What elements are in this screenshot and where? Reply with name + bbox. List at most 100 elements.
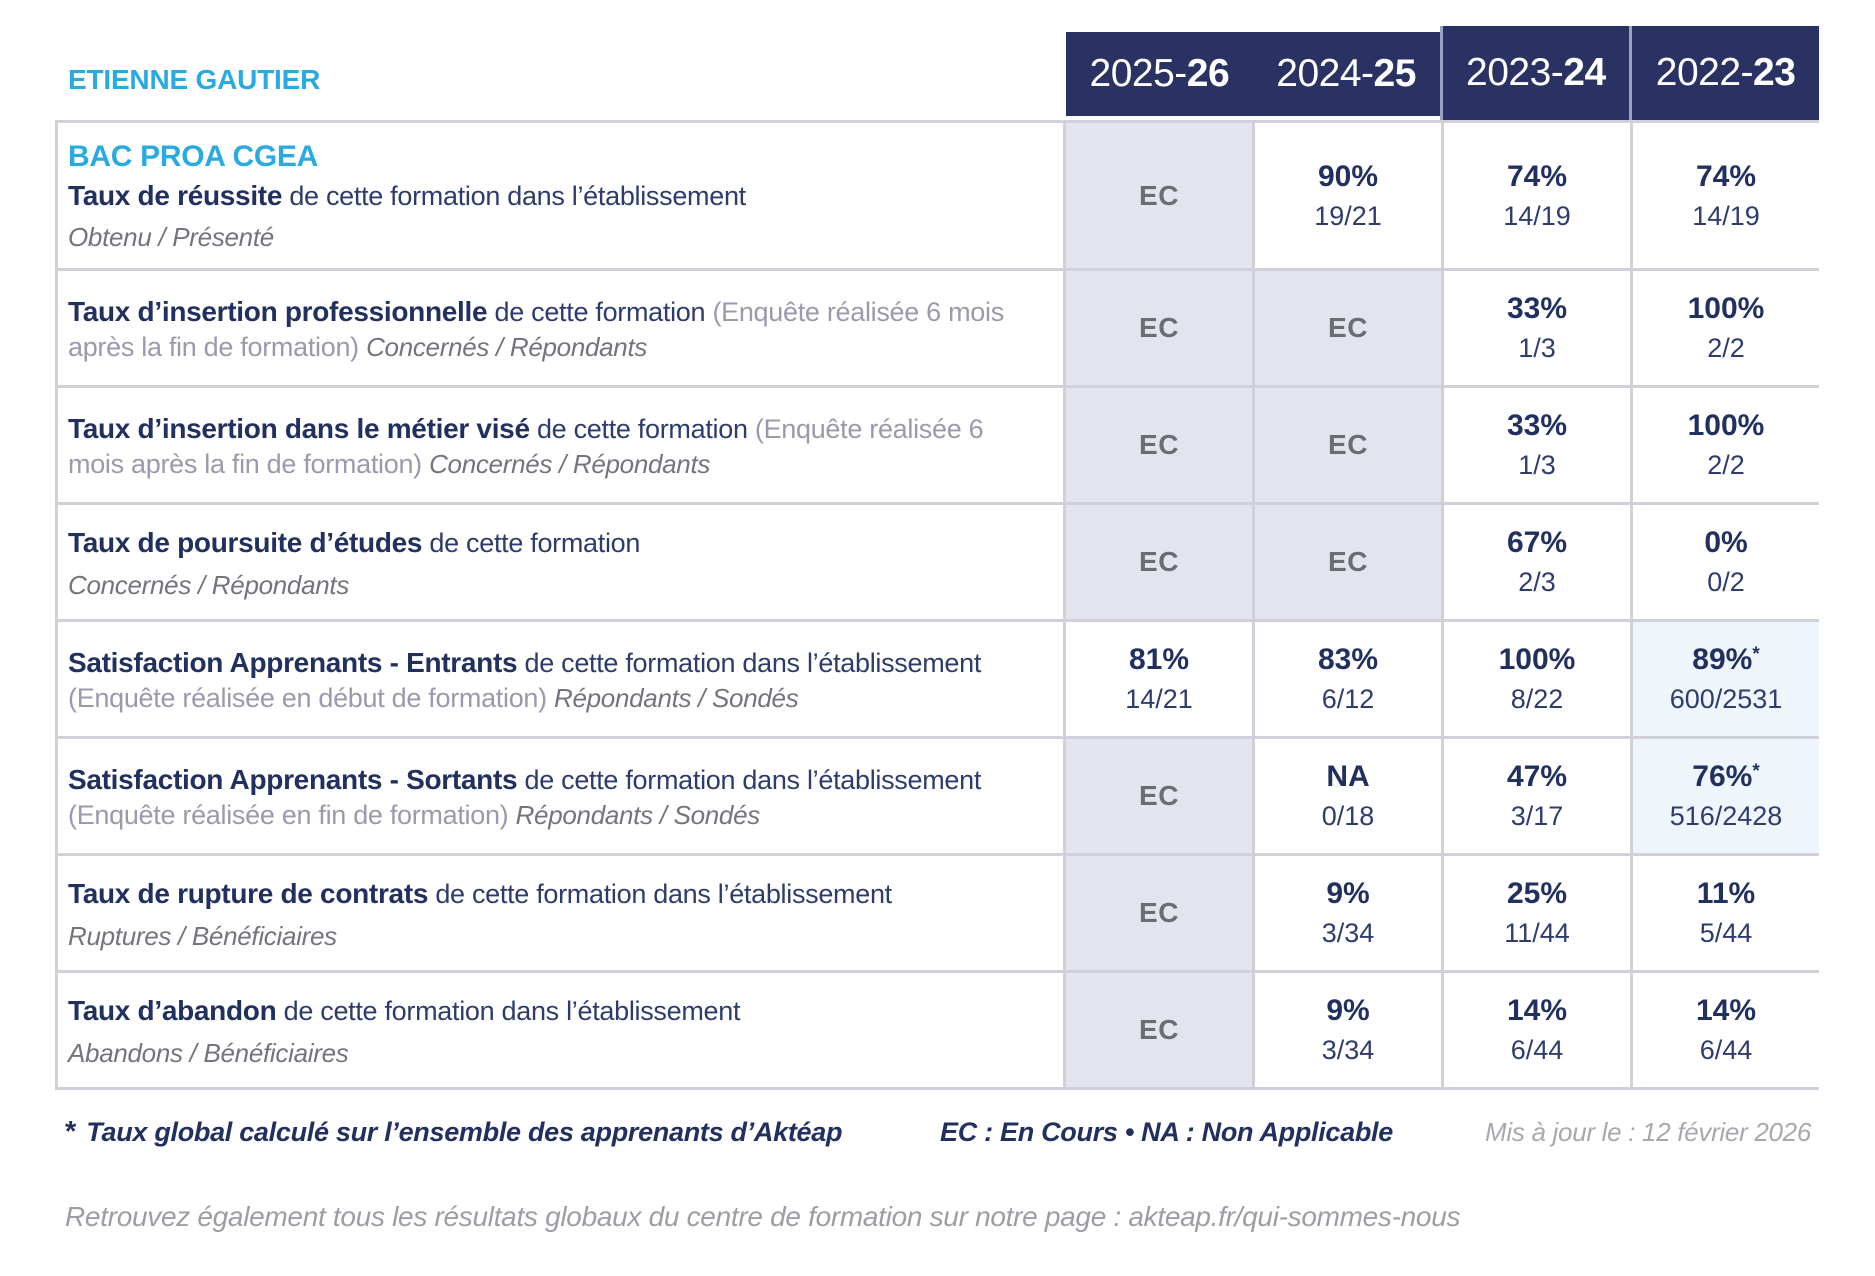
row-ratio-caption: Ruptures / Bénéficiaires xyxy=(68,920,337,951)
value-cell: 14% 6/44 xyxy=(1633,973,1819,1087)
row-survey-note: (Enquête réalisée en début de formation) xyxy=(68,682,547,713)
value-cell: 90% 19/21 xyxy=(1255,123,1441,268)
value-fraction: 516/2428 xyxy=(1669,801,1783,831)
value-cell: 0% 0/2 xyxy=(1633,505,1819,619)
results-sheet: ETIENNE GAUTIER 2025- 26 2024- 25 2023- 24 … xyxy=(55,26,1819,1233)
row-label: Taux d’insertion dans le métier visé de … xyxy=(58,388,1063,502)
value-cell: 9% 3/34 xyxy=(1255,856,1441,970)
row-ratio-caption: Répondants / Sondés xyxy=(515,799,761,830)
value-fraction: 8/22 xyxy=(1510,684,1564,714)
value-cell: EC xyxy=(1066,856,1252,970)
year-start: 2024- xyxy=(1276,52,1374,95)
value-cell: 67% 2/3 xyxy=(1444,505,1630,619)
row-label: Taux de rupture de contrats de cette for… xyxy=(58,856,1063,970)
value-fraction: 1/3 xyxy=(1518,333,1556,363)
row-title: Taux d’abandon xyxy=(68,995,277,1027)
row-desc: de cette formation dans l’établissement xyxy=(524,647,982,678)
year-end: 26 xyxy=(1186,52,1230,95)
value-fraction: 3/34 xyxy=(1321,1035,1375,1065)
year-end: 25 xyxy=(1373,52,1417,95)
row-desc: de cette formation xyxy=(429,528,641,559)
ec-badge: EC xyxy=(1139,312,1179,343)
row-ratio-caption: Concernés / Répondants xyxy=(366,331,648,362)
bottom-note: Retrouvez également tous les résultats g… xyxy=(65,1201,1461,1232)
value-cell: 47% 3/17 xyxy=(1444,739,1630,853)
row-desc: de cette formation dans l’établissement xyxy=(283,996,741,1027)
ec-badge: EC xyxy=(1139,179,1179,211)
value-fraction: 14/21 xyxy=(1125,684,1193,714)
value-cell: 25% 11/44 xyxy=(1444,856,1630,970)
value-fraction: 2/2 xyxy=(1707,450,1745,480)
row-title: Satisfaction Apprenants - Entrants xyxy=(68,646,518,678)
value-cell: EC xyxy=(1255,271,1441,385)
ec-badge: EC xyxy=(1139,897,1179,928)
value-fraction: 11/44 xyxy=(1504,918,1570,948)
ec-badge: EC xyxy=(1328,429,1368,460)
year-start: 2025- xyxy=(1089,52,1188,95)
value-percent: 89%* xyxy=(1692,643,1760,676)
row-survey-note: (Enquête réalisée 6 mois après la fin de… xyxy=(68,413,984,479)
year-end: 23 xyxy=(1753,51,1796,94)
year-header-2022-23: 2022- 23 xyxy=(1629,26,1819,120)
year-columns-header: 2025- 26 2024- 25 2023- 24 2022- 23 xyxy=(1066,26,1819,120)
footnote-global-rate: * Taux global calculé sur l’ensemble des … xyxy=(65,1116,940,1149)
value-percent: 14% xyxy=(1506,994,1568,1027)
school-name: ETIENNE GAUTIER xyxy=(68,64,321,95)
row-label: Satisfaction Apprenants - Entrants de ce… xyxy=(58,622,1063,736)
row-label: BAC PROA CGEA Taux de réussite de cette f… xyxy=(58,123,1063,268)
year-start: 2023- xyxy=(1466,51,1564,94)
row-survey-note: (Enquête réalisée 6 mois après la fin de… xyxy=(68,296,1004,362)
value-fraction: 1/3 xyxy=(1518,450,1556,480)
value-fraction: 3/34 xyxy=(1321,918,1375,948)
year-end: 24 xyxy=(1563,51,1606,94)
value-cell: 100% 8/22 xyxy=(1444,622,1630,736)
abbreviation-legend: EC : En Cours • NA : Non Applicable xyxy=(940,1117,1393,1147)
value-fraction: 0/2 xyxy=(1707,567,1745,597)
value-cell: 11% 5/44 xyxy=(1633,856,1819,970)
value-cell: 100% 2/2 xyxy=(1633,388,1819,502)
value-percent: 74% xyxy=(1695,159,1757,193)
ec-badge: EC xyxy=(1139,1014,1179,1045)
brand-cell: ETIENNE GAUTIER xyxy=(58,26,1063,120)
row-label-text: Taux de rupture de contrats de cette for… xyxy=(68,876,1043,912)
value-cell: 89%* 600/2531 xyxy=(1633,622,1819,736)
value-percent: 76%* xyxy=(1692,760,1760,793)
value-fraction: 5/44 xyxy=(1699,918,1753,948)
value-cell: EC xyxy=(1066,973,1252,1087)
row-label-text: Taux d’insertion professionnelle de cett… xyxy=(68,294,1043,364)
value-cell: 100% 2/2 xyxy=(1633,271,1819,385)
asterisk-marker: * xyxy=(1752,644,1760,665)
row-label: Taux d’insertion professionnelle de cett… xyxy=(58,271,1063,385)
value-percent: 74% xyxy=(1506,159,1568,193)
value-fraction: 6/12 xyxy=(1321,684,1375,714)
updated-date: Mis à jour le : 12 février 2026 xyxy=(1485,1117,1811,1147)
value-cell: 33% 1/3 xyxy=(1444,388,1630,502)
value-cell: EC xyxy=(1066,388,1252,502)
value-percent: 47% xyxy=(1506,760,1568,793)
year-header-2025-26: 2025- 26 xyxy=(1066,32,1253,116)
value-fraction: 14/19 xyxy=(1692,200,1760,231)
year-start: 2022- xyxy=(1655,51,1754,94)
program-title: BAC PROA CGEA xyxy=(68,139,319,173)
value-percent: 100% xyxy=(1498,643,1576,676)
row-title: Taux de poursuite d’études xyxy=(68,527,423,559)
value-cell: 9% 3/34 xyxy=(1255,973,1441,1087)
value-percent: 33% xyxy=(1506,292,1568,325)
row-ratio-caption: Concernés / Répondants xyxy=(68,569,350,600)
value-cell: EC xyxy=(1066,271,1252,385)
row-ratio-caption: Répondants / Sondés xyxy=(554,682,799,713)
ec-badge: EC xyxy=(1139,546,1179,577)
row-label-text: Satisfaction Apprenants - Entrants de ce… xyxy=(68,645,1043,715)
row-desc: de cette formation dans l’établissement xyxy=(435,879,892,910)
asterisk-marker: * xyxy=(65,1116,77,1148)
value-cell: EC xyxy=(1066,123,1252,268)
ec-badge: EC xyxy=(1139,429,1179,460)
results-table: BAC PROA CGEA Taux de réussite de cette f… xyxy=(55,120,1819,1090)
ec-badge: EC xyxy=(1328,546,1368,577)
value-fraction: 600/2531 xyxy=(1669,684,1783,714)
row-label-text: Taux d’insertion dans le métier visé de … xyxy=(68,411,1043,481)
ec-badge: EC xyxy=(1328,312,1368,343)
value-percent: 11% xyxy=(1696,877,1756,910)
value-percent: 67% xyxy=(1506,526,1568,559)
row-label: Taux de poursuite d’études de cette form… xyxy=(58,505,1063,619)
